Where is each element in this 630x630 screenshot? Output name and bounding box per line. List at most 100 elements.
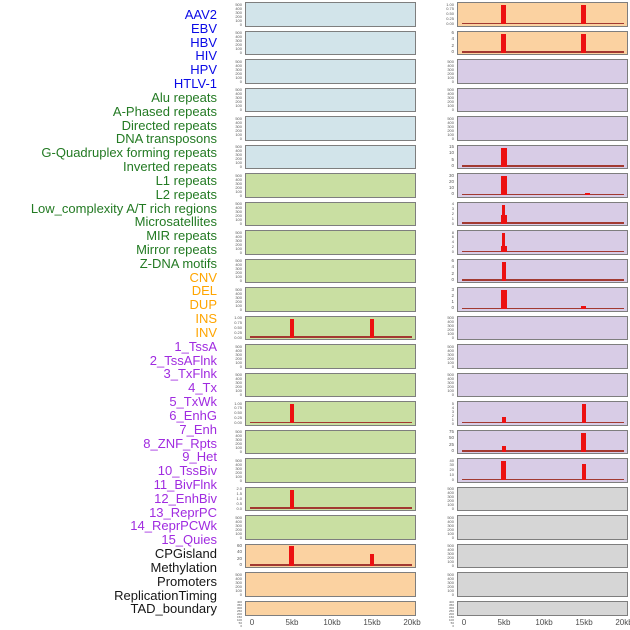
feature-label-8-znf-rpts: 8_ZNF_Rpts [143, 435, 217, 451]
y-tick-label: 200 [448, 612, 454, 616]
y-axis-ticks: 500 400 300 200 100 0 [424, 116, 454, 140]
y-axis-ticks: 30 20 10 0 [424, 173, 454, 198]
y-axis-ticks: 75 50 25 0 [424, 429, 454, 454]
y-tick-label: 200 [235, 298, 242, 304]
y-tick-label: 0 [239, 249, 242, 255]
y-tick-label: 0 [451, 591, 454, 597]
y-tick-label: 50 [448, 435, 454, 441]
y-tick-label: 400 [235, 148, 242, 153]
y-tick-label: 300 [235, 437, 242, 442]
y-tick-label: 0.75 [234, 319, 242, 325]
y-tick-label: 2 [451, 292, 454, 298]
y-axis-ticks: 500 400 300 200 100 0 [424, 316, 454, 340]
y-tick-label: 500 [235, 229, 242, 235]
y-tick-label: 100 [447, 74, 454, 80]
feature-label-6-enhg: 6_EnhG [169, 407, 217, 423]
y-tick-label: 500 [235, 343, 242, 349]
y-tick-label: 0 [239, 534, 242, 540]
feature-label-inv: INV [195, 324, 217, 340]
y-tick-label: 500 [235, 115, 242, 121]
y-tick-label: 100 [447, 587, 454, 593]
y-tick-label: 500 [235, 172, 242, 178]
y-tick-label: 500 [235, 144, 242, 149]
density-spike [581, 432, 586, 452]
y-tick-label: 100 [447, 131, 454, 137]
y-tick-label: 200 [235, 469, 242, 475]
y-tick-label: 300 [235, 180, 242, 186]
y-tick-label: 200 [447, 555, 454, 560]
profile-panel-right-8-znf-rpts [457, 258, 628, 283]
feature-label-hbv: HBV [190, 34, 217, 50]
y-tick-label: 200 [447, 127, 454, 133]
density-spike [501, 261, 506, 281]
y-tick-label: 400 [447, 119, 454, 125]
feature-label-htlv-1: HTLV-1 [173, 76, 217, 92]
y-axis-ticks: 500 400 300 200 100 0 [424, 344, 454, 368]
feature-label-hiv: HIV [195, 48, 217, 64]
y-tick-label: 200 [447, 498, 454, 503]
baseline-trace [250, 507, 412, 509]
density-spike [289, 546, 294, 566]
y-axis-ticks: 500 400 300 200 100 0 [212, 2, 242, 27]
y-tick-label: 100 [447, 388, 454, 393]
y-axis-ticks: 500 400 300 200 100 0 [212, 373, 242, 397]
y-tick-label: 200 [235, 270, 242, 275]
y-tick-label: 500 [447, 372, 454, 377]
y-tick-label: 200 [235, 526, 242, 532]
y-axis-ticks: 500 400 300 200 100 0 [212, 145, 242, 169]
x-axis-tick-label-left: 10kb [323, 618, 341, 627]
feature-label-replicationtiming: ReplicationTiming [114, 587, 217, 603]
y-tick-label: 50 [238, 621, 242, 625]
x-axis-tick-label-right: 0 [461, 618, 467, 627]
y-tick-label: 100 [235, 217, 242, 222]
feature-label-13-reprpc: 13_ReprPC [149, 504, 217, 520]
y-tick-label: 100 [235, 103, 242, 108]
y-tick-label: 4 [451, 239, 454, 245]
y-tick-label: 4 [451, 404, 454, 410]
y-tick-label: 1 [451, 215, 454, 221]
feature-label-mir-repeats: MIR repeats [146, 228, 217, 244]
y-axis-ticks: 500 400 300 200 100 0 [212, 430, 242, 454]
profile-panel-right-3-txflnk [457, 116, 628, 141]
y-axis-ticks: 500 400 300 200 100 0 [212, 287, 242, 311]
feature-label-hpv: HPV [190, 62, 217, 78]
y-tick-label: 0 [451, 447, 454, 453]
y-tick-label: 0 [451, 563, 454, 568]
baseline-trace [462, 51, 624, 53]
y-tick-label: 400 [235, 433, 242, 438]
baseline-trace [462, 22, 624, 24]
y-axis-ticks: 500 400 300 200 100 0 [212, 515, 242, 540]
y-tick-label: 300 [235, 9, 242, 15]
profile-panel-right-5-txwk [457, 173, 628, 198]
y-tick-label: 25 [448, 441, 454, 447]
profile-panel-left-microsatellites [245, 429, 416, 454]
profile-panel-right-inv [457, 30, 628, 55]
y-tick-label: 100 [236, 618, 242, 622]
y-tick-label: 500 [447, 571, 454, 577]
y-tick-label: 400 [235, 205, 242, 210]
y-tick-label: 500 [235, 429, 242, 434]
feature-label-ins: INS [195, 311, 217, 327]
y-tick-label: 300 [447, 551, 454, 556]
feature-label-del: DEL [191, 283, 217, 299]
profile-panel-left-directed-repeats [245, 230, 416, 255]
profile-panel-left-hpv [245, 116, 416, 141]
x-axis-tick-label-right: 20kb [615, 618, 630, 627]
y-tick-label: 100 [235, 46, 242, 51]
y-tick-label: 3 [451, 205, 454, 211]
y-tick-label: 2 [451, 42, 454, 48]
y-tick-label: 500 [235, 571, 242, 577]
y-tick-label: 2.0 [236, 486, 242, 491]
y-tick-label: 0 [451, 335, 454, 340]
profile-panel-left-a-phased-repeats [245, 201, 416, 226]
y-tick-label: 500 [447, 58, 454, 64]
y-tick-label: 0 [240, 624, 242, 628]
y-tick-label: 500 [447, 486, 454, 491]
y-tick-label: 400 [447, 575, 454, 581]
density-spike [501, 446, 506, 452]
y-tick-label: 0 [239, 21, 242, 27]
density-spike [369, 553, 374, 566]
feature-label-g-quadruplex-forming-repeats: G-Quadruplex forming repeats [41, 145, 217, 161]
y-tick-label: 0.75 [234, 405, 242, 411]
y-axis-ticks: 40 30 20 10 0 [424, 458, 454, 483]
